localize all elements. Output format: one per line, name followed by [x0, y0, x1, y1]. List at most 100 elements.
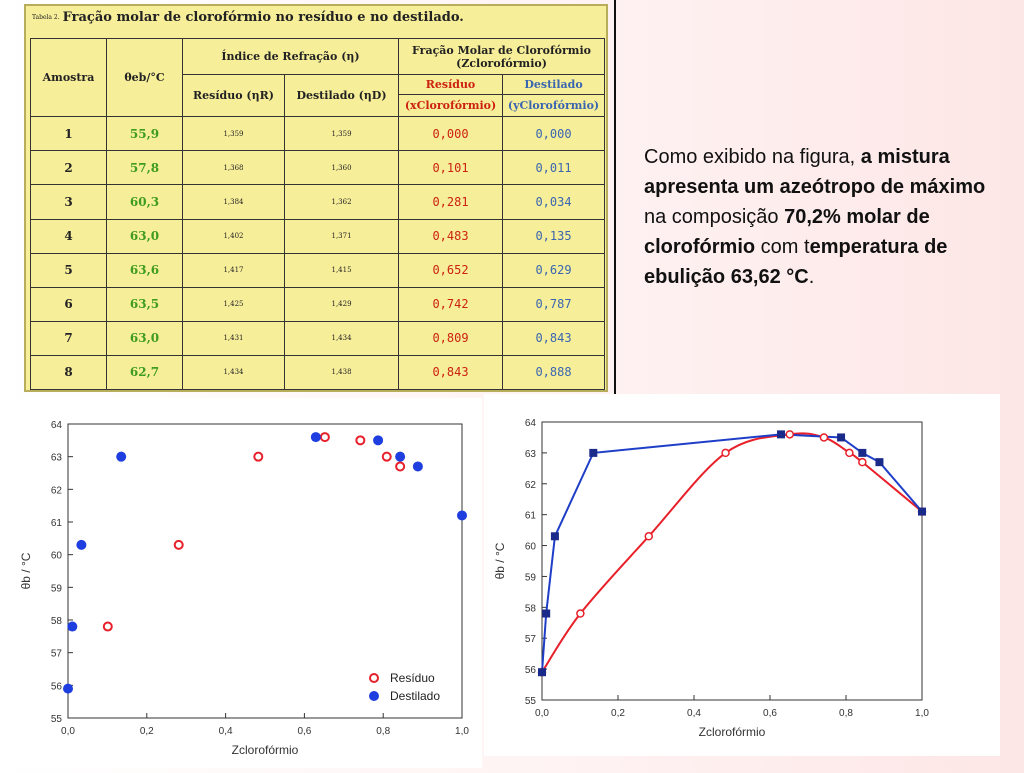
- table-row: 4 63,0 1,402 1,371 0,483 0,135: [30, 218, 606, 254]
- y-tick-label: 63: [525, 449, 537, 460]
- x-tick-label: 0,4: [687, 708, 701, 719]
- note-part-1: Como exibido na figura,: [644, 146, 861, 168]
- destilado-point: [457, 510, 467, 521]
- cell-x-residuo: 0,843: [398, 354, 504, 391]
- cell-amostra: 8: [30, 354, 107, 391]
- y-axis-label: θb / °C: [493, 542, 507, 579]
- table-row: 3 60,3 1,384 1,362 0,281 0,034: [30, 184, 606, 220]
- y-tick-label: 62: [51, 485, 63, 496]
- residuo-point: [381, 451, 392, 462]
- header-refraction: Índice de Refração (η): [181, 37, 400, 76]
- x-tick-label: 0,6: [297, 726, 311, 737]
- cell-eta-residuo: 1,434: [182, 354, 285, 391]
- destilado-point: [395, 451, 406, 462]
- cell-y-destilado: 0,135: [502, 218, 606, 254]
- y-tick-label: 56: [51, 681, 63, 692]
- cell-eta-destilado: 1,429: [283, 286, 400, 322]
- cell-eta-residuo: 1,402: [182, 218, 285, 254]
- y-tick-label: 61: [51, 518, 63, 529]
- legend-destilado-marker: [369, 691, 379, 701]
- destilado-point: [76, 539, 87, 550]
- x-axis-label: Zclorofórmio: [232, 743, 299, 757]
- table-row: 6 63,5 1,425 1,429 0,742 0,787: [30, 286, 606, 322]
- cell-y-destilado: 0,034: [502, 184, 606, 220]
- y-tick-label: 57: [525, 634, 537, 645]
- explanation-text: Como exibido na figura, a mistura aprese…: [644, 142, 994, 292]
- plot-frame: [541, 421, 923, 701]
- header-destilado: Destilado: [502, 74, 606, 96]
- cell-x-residuo: 0,742: [398, 286, 504, 322]
- cell-temperature: 62,7: [106, 354, 183, 391]
- cell-y-destilado: 0,787: [502, 286, 606, 322]
- cell-temperature: 57,8: [106, 150, 183, 186]
- y-tick-label: 56: [525, 665, 537, 676]
- cell-amostra: 4: [30, 218, 107, 254]
- destilado-point: [858, 448, 867, 457]
- table-row: 1 55,9 1,359 1,359 0,000 0,000: [30, 116, 606, 152]
- cell-amostra: 2: [30, 150, 107, 186]
- header-destilado-eta: Destilado (ηD): [283, 74, 400, 118]
- x-axis-label: Zclorofórmio: [699, 725, 766, 739]
- x-tick-label: 0,8: [839, 708, 853, 719]
- residuo-point: [253, 451, 264, 462]
- y-tick-label: 58: [51, 616, 63, 627]
- table-caption-prefix: Tabela 2.: [32, 14, 60, 21]
- data-table: Amostra θeb/°C Índice de Refração (η) Fr…: [30, 37, 606, 391]
- line-chart: 0,0 0,2 0,4 0,6 0,8 1,0 55 56 57 58 59 60 61 62 63 64 Zc…: [493, 418, 929, 739]
- x-tick-label: 1,0: [915, 708, 929, 719]
- cell-eta-destilado: 1,371: [283, 218, 400, 254]
- destilado-point: [542, 609, 551, 618]
- cell-eta-residuo: 1,417: [182, 252, 285, 288]
- cell-x-residuo: 0,483: [398, 218, 504, 254]
- cell-x-residuo: 0,281: [398, 184, 504, 220]
- cell-eta-destilado: 1,359: [283, 116, 400, 152]
- table-caption-text: Fração molar de clorofórmio no resíduo e…: [62, 10, 464, 25]
- destilado-point: [777, 430, 786, 439]
- residuo-point: [395, 461, 406, 472]
- cell-amostra: 6: [30, 286, 107, 322]
- x-tick-label: 0,8: [376, 726, 390, 737]
- cell-temperature: 63,5: [106, 286, 183, 322]
- destilado-point: [550, 532, 559, 541]
- destilado-point: [63, 683, 73, 694]
- destilado-point: [837, 433, 846, 442]
- x-tick-label: 0,6: [763, 708, 777, 719]
- header-residuo-symbol: (xClorofórmio): [398, 94, 504, 118]
- destilado-curve: [541, 433, 923, 673]
- residuo-point: [819, 433, 829, 442]
- residuo-point: [102, 621, 113, 632]
- header-molar-fraction: Fração Molar de Clorofórmio (Zclorofórmi…: [398, 37, 606, 76]
- y-tick-label: 55: [51, 714, 63, 725]
- note-part-3: com t: [755, 236, 810, 258]
- note-part-4: .: [808, 266, 815, 288]
- line-chart-panel: 0,0 0,2 0,4 0,6 0,8 1,0 55 56 57 58 59 60 61 62 63 64 Zc…: [484, 394, 1000, 756]
- residuo-point: [785, 430, 795, 439]
- divider-line: [614, 0, 616, 396]
- legend-residuo-marker: [369, 673, 379, 683]
- header-amostra: Amostra: [30, 37, 107, 118]
- cell-y-destilado: 0,629: [502, 252, 606, 288]
- x-tick-label: 0,2: [611, 708, 625, 719]
- header-residuo: Resíduo: [398, 74, 504, 96]
- residuo-point: [576, 609, 585, 618]
- y-tick-label: 62: [525, 480, 537, 491]
- cell-eta-destilado: 1,362: [283, 184, 400, 220]
- y-tick-label: 60: [525, 542, 537, 553]
- cell-eta-destilado: 1,415: [283, 252, 400, 288]
- cell-eta-residuo: 1,431: [182, 320, 285, 356]
- cell-eta-residuo: 1,384: [182, 184, 285, 220]
- residuo-point: [355, 435, 366, 446]
- plot-frame: [67, 423, 463, 719]
- y-tick-label: 59: [51, 583, 63, 594]
- destilado-point: [875, 458, 884, 467]
- y-tick-label: 64: [525, 418, 537, 429]
- cell-eta-residuo: 1,368: [182, 150, 285, 186]
- cell-temperature: 63,0: [106, 320, 183, 356]
- destilado-point: [538, 668, 546, 677]
- x-tick-label: 0,0: [535, 708, 549, 719]
- note-bold-3: emperatura de ebulição 63,62 °C: [644, 236, 948, 288]
- cell-y-destilado: 0,000: [502, 116, 606, 152]
- cell-amostra: 1: [30, 116, 107, 152]
- y-tick-label: 61: [525, 511, 537, 522]
- destilado-point: [918, 507, 926, 516]
